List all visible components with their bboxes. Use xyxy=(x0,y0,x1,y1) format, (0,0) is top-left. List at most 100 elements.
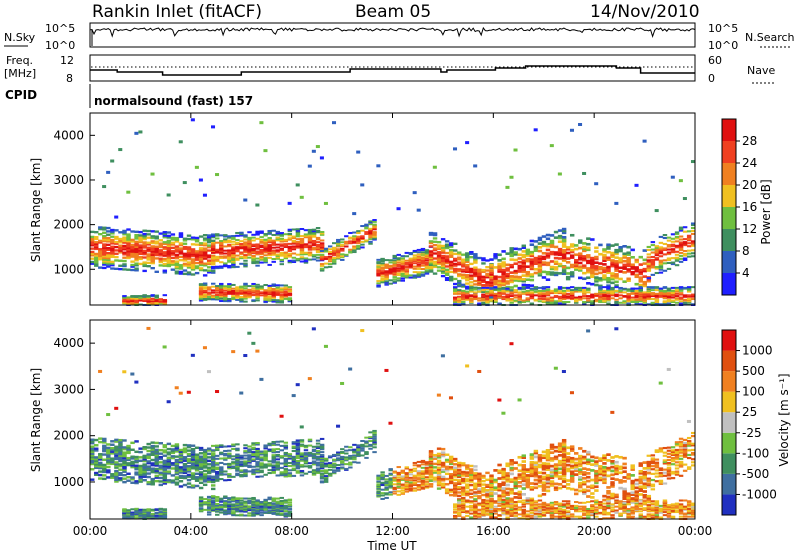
heatmap-cell xyxy=(501,276,506,279)
heatmap-cell xyxy=(122,453,127,456)
heatmap-cell xyxy=(146,461,151,465)
heatmap-cell xyxy=(211,246,216,249)
heatmap-cell xyxy=(356,451,361,454)
heatmap-cell xyxy=(311,473,317,476)
heatmap-cell xyxy=(166,249,172,253)
heatmap-cell xyxy=(622,291,627,294)
heatmap-cell xyxy=(396,482,401,485)
heatmap-cell xyxy=(122,465,127,468)
heatmap-cell xyxy=(198,247,204,250)
heatmap-cell xyxy=(283,510,289,513)
heatmap-cell xyxy=(190,461,196,465)
heatmap-cell xyxy=(610,275,615,279)
heatmap-cell xyxy=(287,232,293,235)
heatmap-cell xyxy=(150,450,155,453)
heatmap-cell xyxy=(404,265,410,268)
heatmap-cell xyxy=(170,233,176,236)
heatmap-cell xyxy=(432,265,438,269)
heatmap-cell xyxy=(319,239,325,242)
heatmap-cell xyxy=(303,234,309,237)
heatmap-cell xyxy=(654,292,660,295)
heatmap-cell xyxy=(231,443,236,446)
heatmap-cell xyxy=(319,469,325,472)
heatmap-cell xyxy=(565,272,571,275)
heatmap-cell xyxy=(146,265,151,268)
heatmap-cell xyxy=(231,259,236,262)
heatmap-cell xyxy=(670,248,676,251)
heatmap-cell xyxy=(666,302,672,305)
heatmap-cell xyxy=(279,293,284,296)
heatmap-cell xyxy=(166,234,172,238)
heatmap-cell xyxy=(392,280,397,283)
heatmap-cell xyxy=(606,276,611,280)
heatmap-cell xyxy=(578,276,583,280)
heatmap-cell xyxy=(444,251,450,255)
heatmap-cell xyxy=(198,500,204,503)
heatmap-cell xyxy=(344,235,349,238)
heatmap-cell xyxy=(263,289,268,292)
power-heatmap-cells xyxy=(90,118,696,306)
heatmap-cell xyxy=(658,235,664,238)
heatmap-cell xyxy=(400,260,405,263)
heatmap-cell xyxy=(235,250,240,253)
heatmap-cell xyxy=(340,448,345,451)
heatmap-cell xyxy=(392,254,397,257)
heatmap-cell xyxy=(420,256,426,259)
heatmap-cell xyxy=(202,478,208,481)
heatmap-cell xyxy=(598,243,603,247)
heatmap-cell xyxy=(586,248,591,252)
heatmap-cell xyxy=(315,461,321,464)
heatmap-cell xyxy=(211,298,216,301)
heatmap-cell xyxy=(497,287,502,290)
heatmap-cell xyxy=(146,472,151,475)
heatmap-cell xyxy=(251,287,256,290)
heatmap-cell xyxy=(622,252,627,256)
heatmap-cell xyxy=(110,450,115,453)
heatmap-cell xyxy=(231,263,236,266)
heatmap-cell xyxy=(118,440,123,444)
heatmap-cell xyxy=(513,296,518,299)
heatmap-cell xyxy=(251,465,256,468)
heatmap-cell xyxy=(247,454,252,457)
heatmap-cell xyxy=(670,237,676,240)
heatmap-cell xyxy=(206,459,212,463)
heatmap-cell xyxy=(392,487,397,490)
heatmap-cell xyxy=(215,447,220,450)
heatmap-cell xyxy=(561,286,567,289)
heatmap-cell xyxy=(138,246,143,249)
heatmap-cell xyxy=(440,263,446,266)
heatmap-cell xyxy=(235,247,240,250)
heatmap-cell xyxy=(489,294,494,297)
heatmap-cell xyxy=(271,458,276,461)
heatmap-cell xyxy=(239,247,244,250)
heatmap-cell xyxy=(275,257,280,260)
heatmap-cell xyxy=(400,275,405,278)
heatmap-cell xyxy=(215,390,220,394)
heatmap-cell xyxy=(658,264,664,267)
heatmap-cell xyxy=(202,250,208,254)
heatmap-cell xyxy=(247,461,252,464)
heatmap-cell xyxy=(473,266,478,269)
heatmap-cell xyxy=(457,273,462,276)
heatmap-cell xyxy=(146,475,151,479)
heatmap-cell xyxy=(178,453,184,457)
heatmap-cell xyxy=(477,273,482,276)
heatmap-cell xyxy=(327,455,333,458)
heatmap-cell xyxy=(223,470,228,473)
heatmap-cell xyxy=(170,250,176,253)
heatmap-cell xyxy=(190,472,196,475)
heatmap-cell xyxy=(626,279,631,282)
heatmap-cell xyxy=(102,448,107,451)
heatmap-cell xyxy=(211,243,216,246)
heatmap-cell xyxy=(332,121,337,125)
heatmap-cell xyxy=(186,237,192,241)
freq-tick-bottom: 8 xyxy=(66,72,73,85)
heatmap-cell xyxy=(174,481,180,484)
heatmap-cell xyxy=(279,503,284,506)
heatmap-cell xyxy=(227,250,232,253)
heatmap-cell xyxy=(150,253,155,256)
heatmap-cell xyxy=(412,476,418,479)
heatmap-cell xyxy=(287,501,293,504)
heatmap-cell xyxy=(537,259,543,262)
heatmap-cell xyxy=(243,284,248,287)
